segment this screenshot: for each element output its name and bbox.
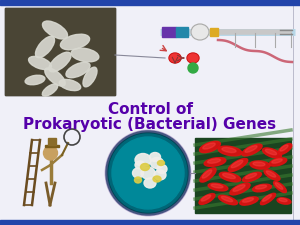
Ellipse shape bbox=[218, 146, 242, 156]
Bar bbox=[48, 138, 56, 145]
Ellipse shape bbox=[154, 170, 166, 180]
Ellipse shape bbox=[191, 24, 209, 40]
Ellipse shape bbox=[35, 36, 55, 58]
Ellipse shape bbox=[135, 161, 145, 169]
Ellipse shape bbox=[133, 168, 143, 178]
Ellipse shape bbox=[28, 56, 51, 70]
Ellipse shape bbox=[228, 158, 248, 171]
Circle shape bbox=[106, 131, 190, 215]
Ellipse shape bbox=[277, 198, 291, 204]
Circle shape bbox=[109, 134, 187, 212]
Ellipse shape bbox=[260, 193, 276, 205]
Bar bbox=[162, 27, 176, 37]
Ellipse shape bbox=[221, 196, 233, 202]
Ellipse shape bbox=[264, 170, 280, 180]
Ellipse shape bbox=[204, 158, 226, 166]
Ellipse shape bbox=[269, 158, 287, 166]
Ellipse shape bbox=[42, 84, 58, 96]
Ellipse shape bbox=[218, 195, 238, 205]
Ellipse shape bbox=[187, 53, 199, 63]
Ellipse shape bbox=[201, 195, 211, 201]
Ellipse shape bbox=[274, 181, 286, 193]
Ellipse shape bbox=[208, 183, 228, 191]
Bar bbox=[5, 8, 115, 95]
Ellipse shape bbox=[170, 54, 180, 62]
Bar bbox=[0, 0, 300, 5]
Ellipse shape bbox=[66, 62, 90, 78]
Ellipse shape bbox=[83, 67, 97, 87]
Ellipse shape bbox=[141, 167, 155, 179]
Ellipse shape bbox=[231, 160, 243, 168]
Circle shape bbox=[188, 63, 198, 73]
Ellipse shape bbox=[158, 160, 164, 166]
Ellipse shape bbox=[265, 149, 277, 155]
Ellipse shape bbox=[266, 171, 276, 177]
Ellipse shape bbox=[208, 159, 220, 163]
Ellipse shape bbox=[253, 184, 272, 192]
Ellipse shape bbox=[272, 159, 282, 163]
Ellipse shape bbox=[280, 145, 288, 151]
Ellipse shape bbox=[49, 52, 71, 72]
Bar bbox=[210, 28, 218, 36]
Ellipse shape bbox=[275, 183, 283, 189]
Bar bbox=[5, 8, 115, 95]
Ellipse shape bbox=[134, 177, 142, 183]
Text: Control of: Control of bbox=[107, 103, 193, 117]
Ellipse shape bbox=[135, 153, 151, 166]
Ellipse shape bbox=[250, 161, 270, 169]
Ellipse shape bbox=[25, 75, 45, 85]
Ellipse shape bbox=[230, 183, 250, 195]
Ellipse shape bbox=[200, 168, 216, 182]
Ellipse shape bbox=[199, 194, 215, 205]
Ellipse shape bbox=[242, 198, 253, 202]
Text: Prokaryotic (Bacterial) Genes: Prokaryotic (Bacterial) Genes bbox=[23, 117, 277, 133]
Ellipse shape bbox=[188, 54, 198, 62]
Ellipse shape bbox=[222, 147, 236, 153]
Ellipse shape bbox=[242, 144, 262, 156]
Ellipse shape bbox=[202, 170, 212, 178]
Ellipse shape bbox=[169, 53, 181, 63]
Ellipse shape bbox=[223, 173, 236, 179]
Bar bbox=[45, 145, 59, 147]
Ellipse shape bbox=[245, 146, 257, 152]
Ellipse shape bbox=[253, 162, 265, 166]
Bar bbox=[195, 138, 291, 213]
Ellipse shape bbox=[211, 184, 223, 188]
Ellipse shape bbox=[45, 68, 65, 86]
Ellipse shape bbox=[59, 79, 81, 91]
Circle shape bbox=[112, 137, 184, 209]
Ellipse shape bbox=[140, 164, 149, 171]
Ellipse shape bbox=[245, 173, 257, 179]
Ellipse shape bbox=[278, 144, 292, 154]
Circle shape bbox=[44, 146, 58, 160]
Bar bbox=[0, 220, 300, 225]
Ellipse shape bbox=[149, 153, 161, 162]
Ellipse shape bbox=[157, 164, 167, 173]
Ellipse shape bbox=[200, 141, 220, 153]
Ellipse shape bbox=[71, 48, 99, 62]
Ellipse shape bbox=[203, 143, 215, 149]
Ellipse shape bbox=[219, 172, 241, 182]
Ellipse shape bbox=[240, 197, 258, 205]
Ellipse shape bbox=[255, 185, 267, 189]
Ellipse shape bbox=[153, 176, 161, 182]
Ellipse shape bbox=[242, 172, 262, 182]
Ellipse shape bbox=[60, 34, 90, 50]
Ellipse shape bbox=[262, 195, 272, 201]
Bar bbox=[176, 27, 188, 37]
Ellipse shape bbox=[42, 21, 68, 39]
Ellipse shape bbox=[262, 148, 281, 158]
Ellipse shape bbox=[233, 185, 245, 191]
Ellipse shape bbox=[151, 158, 164, 169]
Ellipse shape bbox=[279, 198, 287, 202]
Ellipse shape bbox=[144, 178, 156, 188]
